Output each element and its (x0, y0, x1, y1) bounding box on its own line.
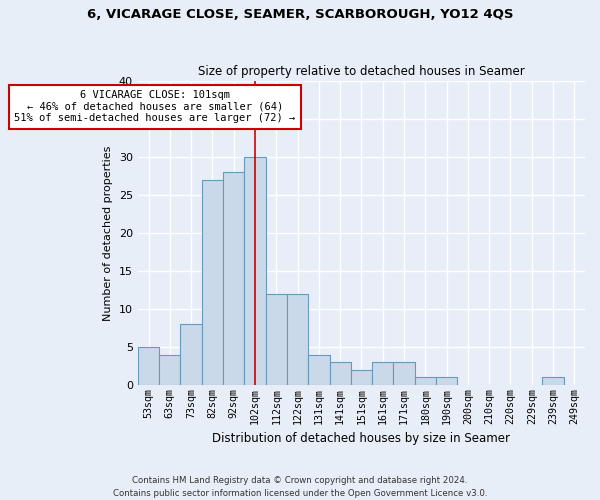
Text: Contains HM Land Registry data © Crown copyright and database right 2024.
Contai: Contains HM Land Registry data © Crown c… (113, 476, 487, 498)
Bar (329, 362, 351, 385)
Bar (542, 378, 564, 385)
Text: 6 VICARAGE CLOSE: 101sqm
← 46% of detached houses are smaller (64)
51% of semi-d: 6 VICARAGE CLOSE: 101sqm ← 46% of detach… (14, 90, 296, 124)
Bar (415, 378, 436, 385)
Bar (394, 362, 415, 385)
Bar (372, 362, 394, 385)
Bar (308, 354, 329, 385)
Text: 6, VICARAGE CLOSE, SEAMER, SCARBOROUGH, YO12 4QS: 6, VICARAGE CLOSE, SEAMER, SCARBOROUGH, … (87, 8, 513, 20)
Bar (159, 354, 181, 385)
X-axis label: Distribution of detached houses by size in Seamer: Distribution of detached houses by size … (212, 432, 511, 445)
Bar (266, 294, 287, 385)
Bar (351, 370, 372, 385)
Title: Size of property relative to detached houses in Seamer: Size of property relative to detached ho… (198, 66, 525, 78)
Bar (436, 378, 457, 385)
Bar (223, 172, 244, 385)
Bar (202, 180, 223, 385)
Y-axis label: Number of detached properties: Number of detached properties (103, 146, 113, 320)
Bar (244, 157, 266, 385)
Bar (181, 324, 202, 385)
Bar (287, 294, 308, 385)
Bar (138, 347, 159, 385)
